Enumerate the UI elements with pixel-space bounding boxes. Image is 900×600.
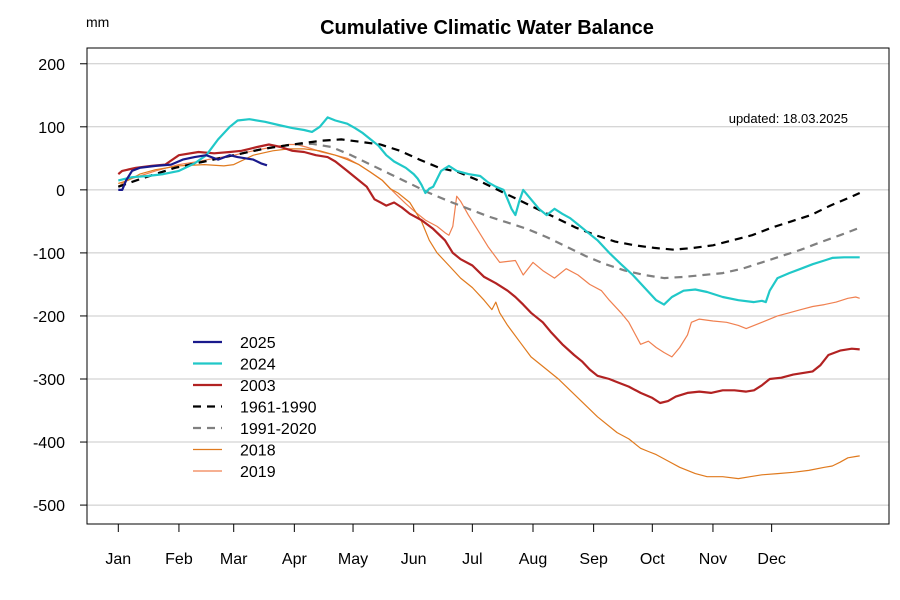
series-line-1991-2020 xyxy=(117,142,861,280)
legend-label: 2018 xyxy=(240,443,276,460)
x-tick-label: Mar xyxy=(220,551,248,568)
x-tick-label: Jun xyxy=(401,551,427,568)
y-tick-label: -200 xyxy=(33,309,65,326)
series-lines xyxy=(117,116,861,480)
plot-area-border xyxy=(86,47,890,525)
x-tick-label: Jan xyxy=(105,551,131,568)
legend-label: 2019 xyxy=(240,464,276,481)
y-tick-label: 0 xyxy=(56,183,65,200)
y-tick-label: 100 xyxy=(38,120,65,137)
gridlines xyxy=(87,63,889,506)
series-line-2025 xyxy=(118,154,268,191)
x-tick-label: Nov xyxy=(699,551,727,568)
legend-label: 2025 xyxy=(240,335,276,352)
y-tick-label: -500 xyxy=(33,498,65,515)
series-line-2003 xyxy=(117,143,860,405)
x-tick-label: May xyxy=(338,551,368,568)
legend: 2025 2024 2003 1961-1990 1991-2020 2018 2019 xyxy=(193,335,317,481)
y-tick-label: 200 xyxy=(38,57,65,74)
series-line-2019 xyxy=(117,143,860,358)
chart-title: Cumulative Climatic Water Balance xyxy=(320,17,654,39)
y-tick-label: -100 xyxy=(33,246,65,263)
legend-label: 2003 xyxy=(240,378,276,395)
y-tick-label: -300 xyxy=(33,372,65,389)
x-tick-label: Jul xyxy=(462,551,482,568)
x-tick-label: Apr xyxy=(282,551,308,568)
series-line-2018 xyxy=(118,148,860,480)
x-tick-label: Feb xyxy=(165,551,193,568)
legend-label: 2024 xyxy=(240,357,276,374)
series-line-1961-1990 xyxy=(117,138,861,251)
x-tick-label: Sep xyxy=(579,551,608,568)
y-axis-unit-label: mm xyxy=(86,14,109,30)
y-axis: 200 100 0 -100 -200 -300 -400 -500 xyxy=(33,57,87,515)
x-tick-label: Aug xyxy=(519,551,547,568)
updated-annotation: updated: 18.03.2025 xyxy=(729,111,848,126)
y-tick-label: -400 xyxy=(33,435,65,452)
x-tick-label: Oct xyxy=(640,551,665,568)
x-tick-label: Dec xyxy=(757,551,785,568)
legend-label: 1991-2020 xyxy=(240,421,317,438)
x-axis: Jan Feb Mar Apr May Jun Jul Aug Sep Oct Nov Dec xyxy=(105,524,786,568)
legend-label: 1961-1990 xyxy=(240,400,317,417)
series-line-2024 xyxy=(118,116,860,306)
